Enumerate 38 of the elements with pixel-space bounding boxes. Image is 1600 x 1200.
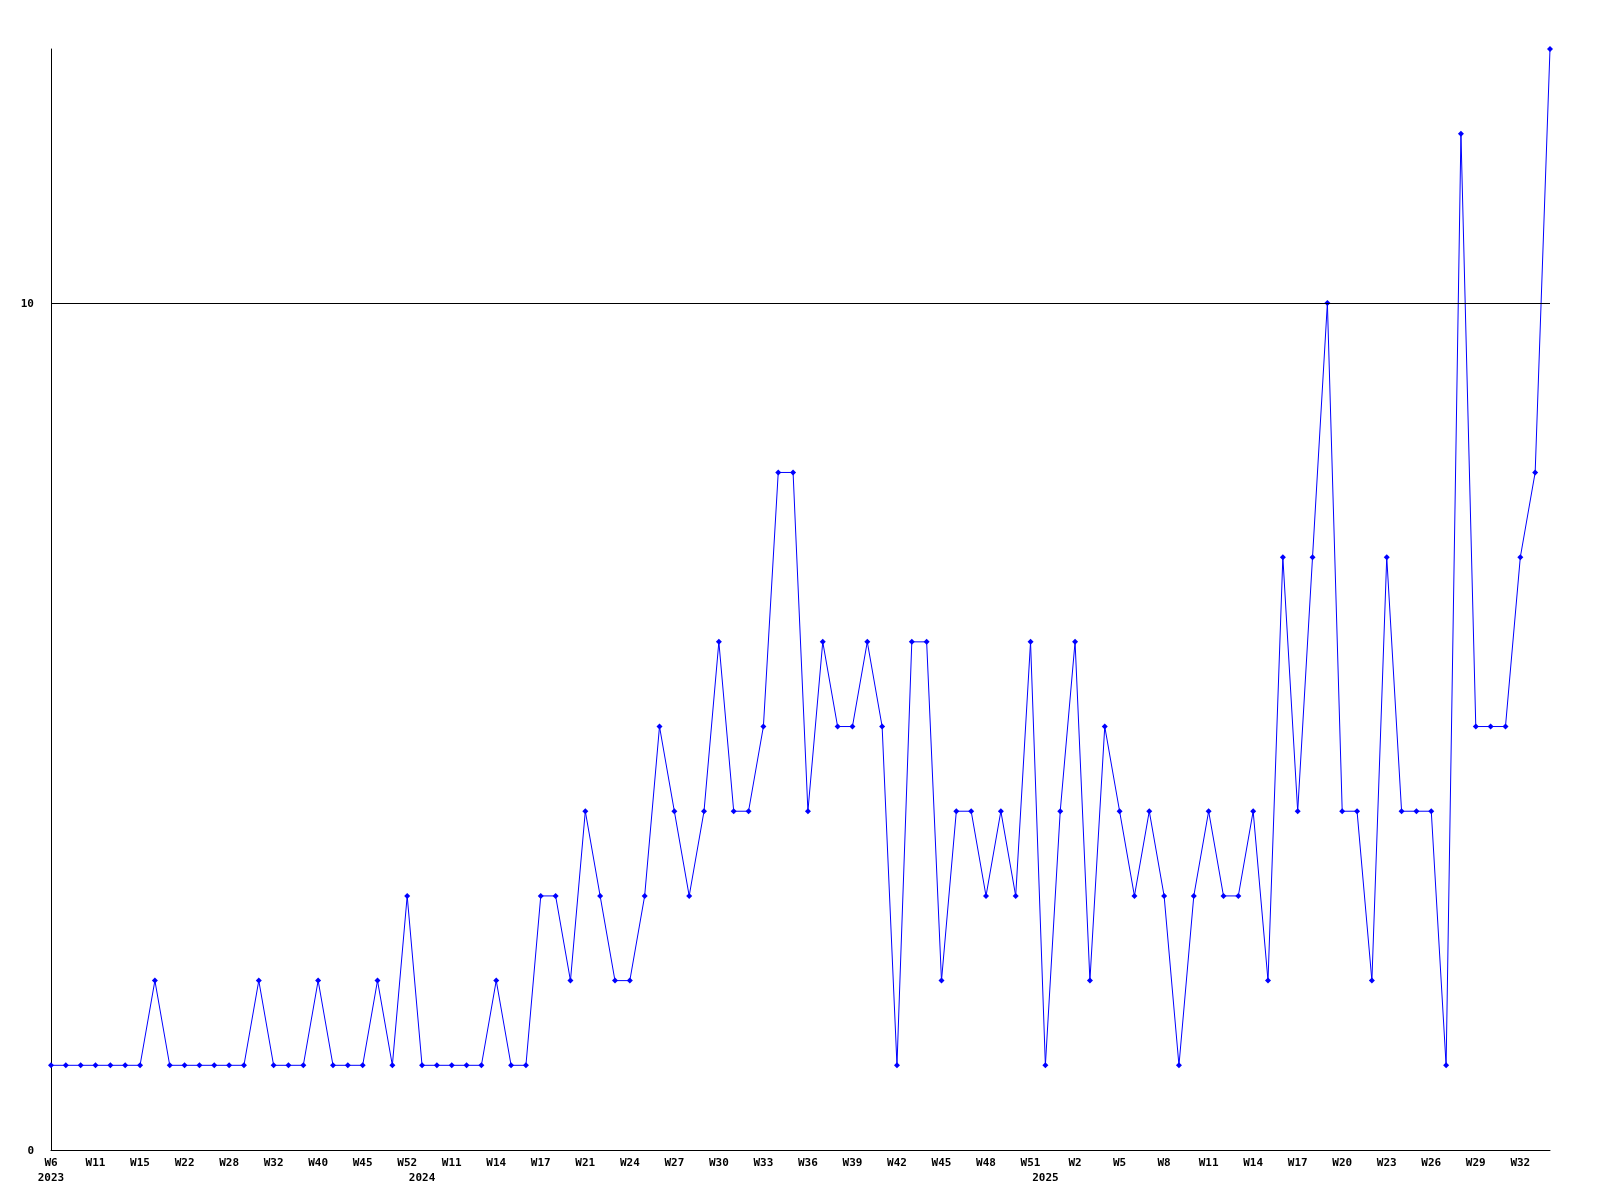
x-tick-label: W36 (797, 1156, 819, 1169)
x-tick-label: W8 (1157, 1156, 1171, 1169)
x-tick-label: W11 (1198, 1156, 1219, 1169)
x-tick-label: W26 (1421, 1156, 1442, 1169)
y-tick-label: 10 (20, 296, 34, 310)
x-tick-label: W39 (842, 1156, 863, 1169)
x-tick-label: W23 (1376, 1156, 1397, 1169)
x-tick-label: W6 2023 (37, 1156, 65, 1184)
x-tick-label: W17 (530, 1156, 551, 1169)
x-tick-label: W11 (441, 1156, 463, 1169)
x-tick-label: W20 (1332, 1156, 1353, 1169)
x-tick-label: W30 (708, 1156, 729, 1169)
x-tick-label: W48 (976, 1156, 996, 1169)
x-tick-label: W33 (753, 1156, 774, 1169)
x-tick-label: W42 (887, 1156, 907, 1169)
x-tick-label: W40 (308, 1156, 329, 1169)
y-tick-label: 0 (27, 1143, 34, 1157)
x-tick-label: W29 (1465, 1156, 1486, 1169)
x-tick-label: W32 (263, 1156, 284, 1169)
x-tick-label: W11 (85, 1156, 106, 1169)
x-tick-label: W2 (1068, 1156, 1082, 1169)
x-tick-label: W45 (352, 1156, 373, 1169)
x-tick-label: W21 (575, 1156, 596, 1169)
x-tick-label: W14 (1243, 1156, 1264, 1169)
x-tick-label: W17 (1287, 1156, 1308, 1169)
x-tick-label: 2025 (1032, 1171, 1059, 1184)
x-tick-label: W28 (219, 1156, 240, 1169)
x-tick-label: W22 (174, 1156, 195, 1169)
x-tick-label: W51 (1020, 1156, 1041, 1169)
x-tick-label: W24 (619, 1156, 641, 1169)
x-tick-label: W45 (931, 1156, 952, 1169)
x-tick-label: W52 (397, 1156, 418, 1169)
x-tick-label: W27 (664, 1156, 685, 1169)
x-tick-label: W32 (1510, 1156, 1531, 1169)
x-tick-label: W5 (1112, 1156, 1127, 1169)
x-tick-label: W14 (486, 1156, 507, 1169)
x-tick-label: W15 (130, 1156, 150, 1169)
x-tick-label: 2024 (408, 1171, 436, 1184)
